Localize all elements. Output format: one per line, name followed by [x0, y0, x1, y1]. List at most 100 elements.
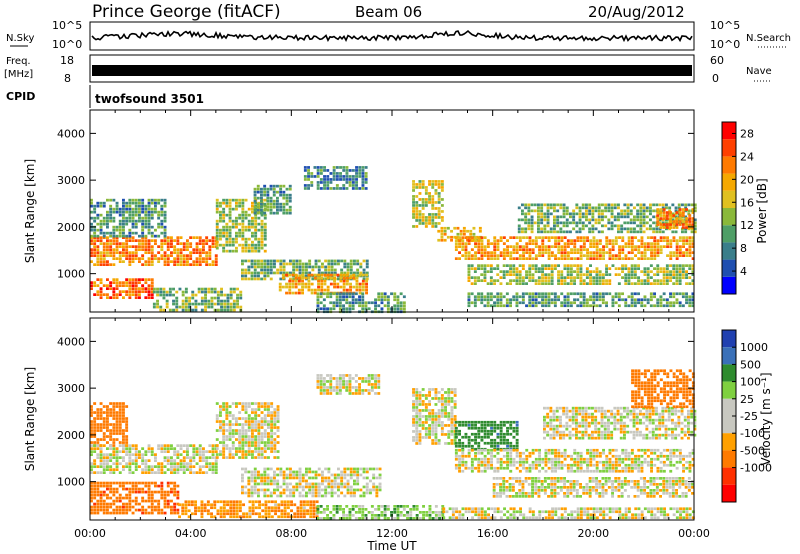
vel-cell [125, 441, 129, 444]
vel-cell [361, 508, 365, 511]
vel-cell [409, 517, 413, 520]
power-cell [620, 230, 624, 234]
vel-cell [273, 414, 277, 417]
power-cell [646, 270, 650, 273]
power-cell [581, 221, 585, 225]
power-cell [172, 302, 175, 306]
vel-cell [327, 491, 331, 495]
vel-cell [238, 503, 242, 507]
power-cell [112, 225, 116, 229]
vel-cell [176, 468, 180, 471]
power-cell [550, 279, 554, 282]
vel-cell [253, 482, 257, 486]
power-cell [649, 282, 653, 285]
vel-cell [258, 512, 261, 516]
power-cell [251, 219, 254, 223]
power-cell [691, 295, 695, 299]
power-cell [99, 260, 103, 263]
power-cell [608, 273, 612, 276]
power-cell [125, 281, 129, 284]
power-cell [685, 236, 689, 239]
vel-cell [194, 512, 197, 516]
power-cell [473, 282, 477, 285]
power-cell [688, 282, 692, 285]
power-cell [440, 189, 444, 192]
power-cell [531, 292, 535, 296]
vel-cell [359, 473, 363, 477]
vel-cell [353, 482, 356, 486]
power-cell [359, 265, 363, 269]
power-cell [175, 305, 179, 309]
power-cell [214, 257, 218, 260]
vel-cell [141, 496, 145, 500]
vel-cell [112, 438, 116, 441]
power-cell [456, 238, 460, 242]
vel-cell [112, 481, 116, 485]
power-cell [499, 254, 503, 257]
power-cell [608, 292, 612, 296]
power-cell [611, 264, 615, 267]
vel-cell [260, 450, 264, 453]
power-cell [279, 205, 283, 209]
vel-cell [257, 476, 260, 480]
power-cell [509, 279, 512, 282]
power-cell [106, 213, 109, 217]
power-cell [611, 245, 615, 248]
power-cell [685, 295, 688, 299]
power-cell [198, 239, 202, 242]
power-cell [627, 282, 631, 285]
power-cell [189, 251, 193, 254]
power-cell [122, 231, 125, 235]
power-cell [141, 216, 145, 220]
power-cell [374, 304, 377, 308]
power-cell [122, 245, 125, 248]
vel-cell [186, 456, 189, 459]
power-cell [202, 248, 205, 251]
power-cell [613, 224, 617, 228]
power-cell [191, 290, 195, 294]
power-cell [225, 213, 229, 217]
power-cell [626, 230, 630, 234]
power-cell [320, 288, 324, 292]
vel-cell [273, 479, 276, 483]
power-cell [486, 251, 490, 254]
vel-cell [409, 514, 413, 517]
power-cell [115, 287, 119, 290]
power-cell [301, 265, 305, 269]
power-cell [184, 290, 188, 294]
power-cell [477, 279, 480, 282]
power-cell [285, 262, 289, 266]
vel-cell [311, 470, 315, 474]
power-cell [128, 204, 132, 208]
power-cell [598, 239, 602, 242]
power-cell [668, 206, 672, 210]
power-cell [223, 308, 227, 312]
power-cell [440, 229, 444, 233]
power-cell [361, 282, 365, 286]
vel-cell [257, 423, 261, 426]
power-cell [147, 198, 151, 202]
power-cell [563, 248, 567, 251]
vel-cell [349, 467, 353, 471]
power-cell [317, 276, 320, 280]
power-cell [219, 231, 222, 235]
power-cell [326, 292, 329, 296]
power-cell [569, 215, 572, 219]
power-cell [690, 203, 694, 207]
power-cell [614, 292, 618, 296]
power-cell [605, 236, 609, 239]
power-cell [269, 202, 273, 206]
power-cell [122, 290, 125, 293]
vel-cell [244, 432, 248, 435]
power-cell [295, 262, 299, 266]
power-cell [358, 169, 362, 172]
power-cell [637, 282, 640, 285]
vel-cell [359, 494, 363, 498]
vel-cell [322, 517, 326, 520]
power-cell [597, 209, 601, 213]
power-cell [276, 205, 279, 209]
power-cell [640, 251, 644, 254]
power-cell [688, 239, 692, 242]
power-cell [215, 234, 219, 238]
vel-cell [250, 485, 254, 489]
